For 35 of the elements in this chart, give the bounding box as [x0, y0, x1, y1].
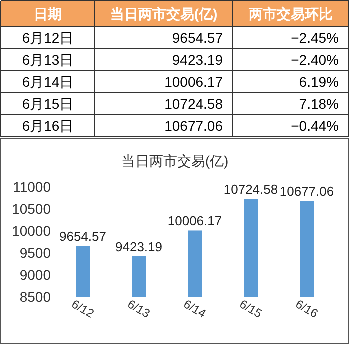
x-tick-label: 6/14 [181, 297, 209, 322]
y-tick-label: 11000 [13, 179, 52, 195]
y-tick-label: 8500 [20, 289, 52, 305]
category-label: 6月15日 [22, 96, 74, 112]
data-label: 9654.57 [172, 30, 224, 46]
data-label: −2.40% [291, 52, 339, 68]
data-label: 9423.19 [116, 239, 162, 254]
x-tick-label: 6/16 [293, 297, 321, 322]
data-label: 7.18% [299, 96, 339, 112]
x-tick-label: 6/15 [237, 297, 265, 322]
text: 日期 [34, 6, 62, 22]
x-tick-label: 6/13 [125, 297, 153, 322]
data-label: −2.45% [291, 30, 339, 46]
y-tick-label: 10000 [12, 223, 52, 239]
data-label: 10677.06 [280, 184, 334, 200]
y-tick-label: 9000 [20, 267, 52, 283]
data-label: 10724.58 [164, 96, 224, 112]
data-label: 9423.19 [172, 52, 224, 68]
y-tick-label: 9500 [20, 245, 52, 261]
data-label: 10006.17 [164, 74, 224, 90]
category-label: 6月14日 [22, 74, 74, 90]
category-label: 6月13日 [22, 52, 74, 68]
data-label: 6.19% [299, 74, 339, 90]
category-label: 6月12日 [22, 30, 74, 46]
data-label: 10006.17 [168, 214, 222, 229]
text: 两市交易环比 [248, 6, 333, 22]
category-label: 6月16日 [22, 118, 74, 134]
chart-title: 当日两市交易(亿) [121, 153, 229, 169]
x-tick-label: 6/12 [69, 297, 97, 322]
data-label: 10724.58 [224, 182, 278, 198]
data-label: 10677.06 [164, 118, 224, 134]
data-label: 9654.57 [60, 229, 106, 244]
text: 当日两市交易(亿) [110, 6, 218, 22]
y-tick-label: 10500 [12, 201, 52, 217]
data-label: −0.44% [291, 118, 339, 134]
